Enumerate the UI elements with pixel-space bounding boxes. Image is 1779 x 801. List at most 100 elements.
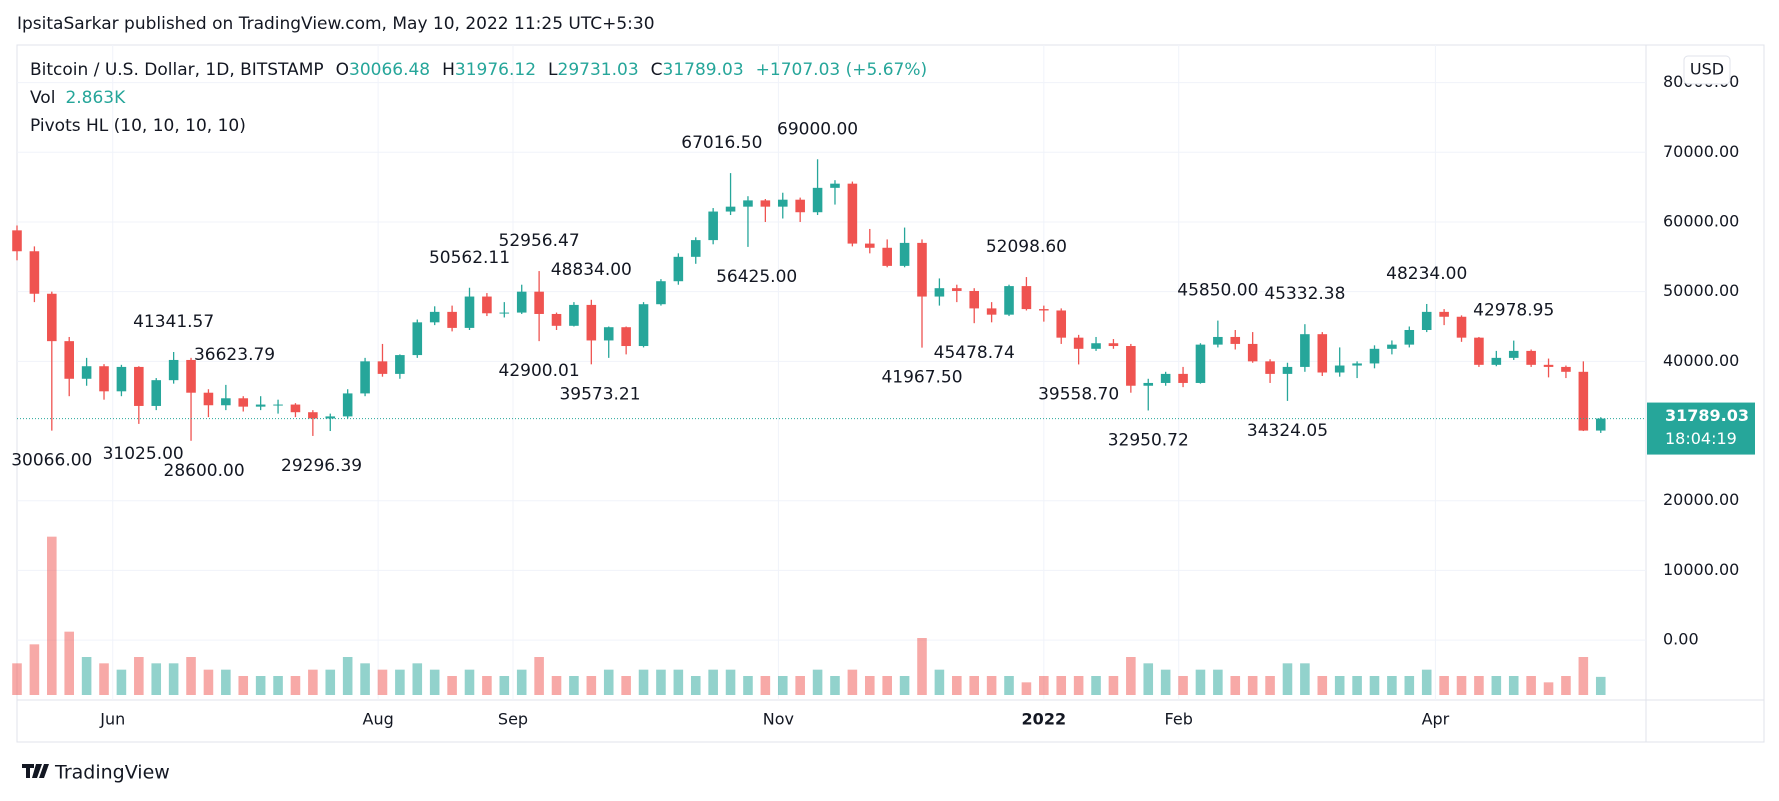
volume-bar bbox=[1543, 682, 1554, 695]
volume-bar bbox=[690, 676, 701, 695]
volume-bar bbox=[882, 676, 892, 695]
volume-bar bbox=[429, 669, 440, 695]
volume-bar bbox=[186, 657, 196, 695]
candle-body bbox=[1039, 309, 1049, 311]
volume-bar bbox=[847, 669, 858, 695]
volume-bar bbox=[1387, 676, 1397, 695]
candle-body bbox=[917, 242, 927, 297]
pivot-label: 32950.72 bbox=[1108, 430, 1189, 450]
volume-bar bbox=[586, 676, 597, 695]
currency-button[interactable] bbox=[1683, 55, 1731, 85]
candle-body bbox=[1526, 350, 1536, 365]
vol-value: 2.863K bbox=[65, 88, 126, 108]
volume-bar bbox=[777, 676, 788, 695]
pivot-label: 30066.00 bbox=[11, 451, 92, 471]
candle-body bbox=[865, 243, 875, 248]
candle-body bbox=[1178, 373, 1188, 383]
pivot-label: 36623.79 bbox=[194, 345, 275, 365]
y-tick-label: 0.00 bbox=[1663, 630, 1699, 649]
h-value: 31976.12 bbox=[455, 60, 536, 80]
volume-bar bbox=[603, 669, 614, 695]
chart-frame bbox=[16, 44, 1765, 743]
candle-body bbox=[395, 355, 405, 374]
candle-body bbox=[447, 311, 457, 328]
candle-body bbox=[1421, 311, 1432, 330]
pivot-label: 52956.47 bbox=[499, 231, 580, 251]
o-value: 30066.48 bbox=[349, 60, 430, 80]
volume-bar bbox=[1021, 682, 1032, 695]
volume-bar bbox=[1282, 663, 1293, 695]
volume-bar bbox=[29, 644, 40, 695]
volume-bar bbox=[1265, 676, 1275, 695]
y-tick-label: 10000.00 bbox=[1663, 560, 1739, 579]
volume-bar bbox=[795, 676, 805, 695]
candle-body bbox=[1474, 337, 1484, 365]
candle-body bbox=[1439, 311, 1449, 317]
candle-body bbox=[569, 304, 579, 326]
l-label: L bbox=[548, 60, 558, 80]
countdown: 18:04:19 bbox=[1665, 429, 1737, 448]
y-tick-label: 40000.00 bbox=[1663, 351, 1739, 370]
candle-body bbox=[621, 327, 631, 347]
tradingview-logo bbox=[22, 764, 49, 778]
candle-body bbox=[586, 304, 597, 341]
candle-body bbox=[708, 211, 718, 241]
candle-body bbox=[1387, 344, 1397, 349]
legend-ohlc: Bitcoin / U.S. Dollar, 1D, BITSTAMP O3006… bbox=[30, 60, 927, 80]
candle-body bbox=[830, 183, 840, 188]
volume-bar bbox=[1178, 676, 1188, 695]
candle-body bbox=[151, 380, 162, 406]
volume-bar bbox=[1317, 676, 1328, 695]
candle-body bbox=[1334, 365, 1345, 373]
candle-body bbox=[1595, 418, 1606, 431]
volume-bar bbox=[499, 676, 510, 695]
pivot-label: 31025.00 bbox=[103, 444, 184, 464]
candle-body bbox=[47, 293, 57, 342]
volume-bar bbox=[1404, 676, 1415, 695]
candle-body bbox=[1578, 371, 1589, 431]
x-tick-label: Nov bbox=[763, 710, 794, 729]
candle-body bbox=[1247, 343, 1258, 362]
volume-bar bbox=[1526, 676, 1536, 695]
footer-brand: TradingView bbox=[54, 762, 170, 784]
candle-body bbox=[203, 392, 214, 406]
y-tick-label: 60000.00 bbox=[1663, 211, 1739, 230]
last-price: 31789.03 bbox=[1665, 406, 1749, 425]
volume-bar bbox=[81, 657, 92, 695]
candle-body bbox=[482, 296, 492, 314]
candle-body bbox=[342, 393, 353, 417]
volume-bar bbox=[1160, 669, 1171, 695]
volume-bar bbox=[325, 669, 336, 695]
candle-body bbox=[1491, 357, 1502, 365]
candle-body bbox=[360, 361, 370, 394]
volume-bar bbox=[1126, 657, 1136, 695]
pivot-label: 48834.00 bbox=[551, 260, 632, 280]
volume-bar bbox=[830, 676, 840, 695]
legend-indicator: Pivots HL (10, 10, 10, 10) bbox=[30, 116, 246, 136]
o-label: O bbox=[336, 60, 349, 80]
candle-body bbox=[1073, 337, 1084, 349]
volume-bar bbox=[812, 669, 823, 695]
volume-bar bbox=[708, 669, 718, 695]
volume-bar bbox=[482, 676, 492, 695]
candle-body bbox=[638, 304, 649, 347]
candle-body bbox=[1369, 348, 1380, 364]
candle-body bbox=[1004, 286, 1014, 315]
volume-bar bbox=[656, 669, 666, 695]
x-tick-label: Feb bbox=[1165, 710, 1193, 729]
candle-body bbox=[64, 341, 74, 379]
volume-bar bbox=[743, 676, 753, 695]
volume-bar bbox=[934, 669, 945, 695]
currency[interactable]: USD bbox=[1690, 60, 1724, 79]
candle-body bbox=[952, 288, 962, 291]
volume-bar bbox=[1213, 669, 1223, 695]
candle-body bbox=[516, 291, 527, 313]
candle-body bbox=[1230, 336, 1241, 344]
candle-body bbox=[847, 183, 858, 244]
candle-body bbox=[1160, 373, 1171, 383]
candle-body bbox=[1021, 286, 1032, 310]
candle-body bbox=[690, 240, 701, 257]
volume-bar bbox=[342, 657, 353, 695]
x-tick-label: 2022 bbox=[1022, 710, 1067, 729]
